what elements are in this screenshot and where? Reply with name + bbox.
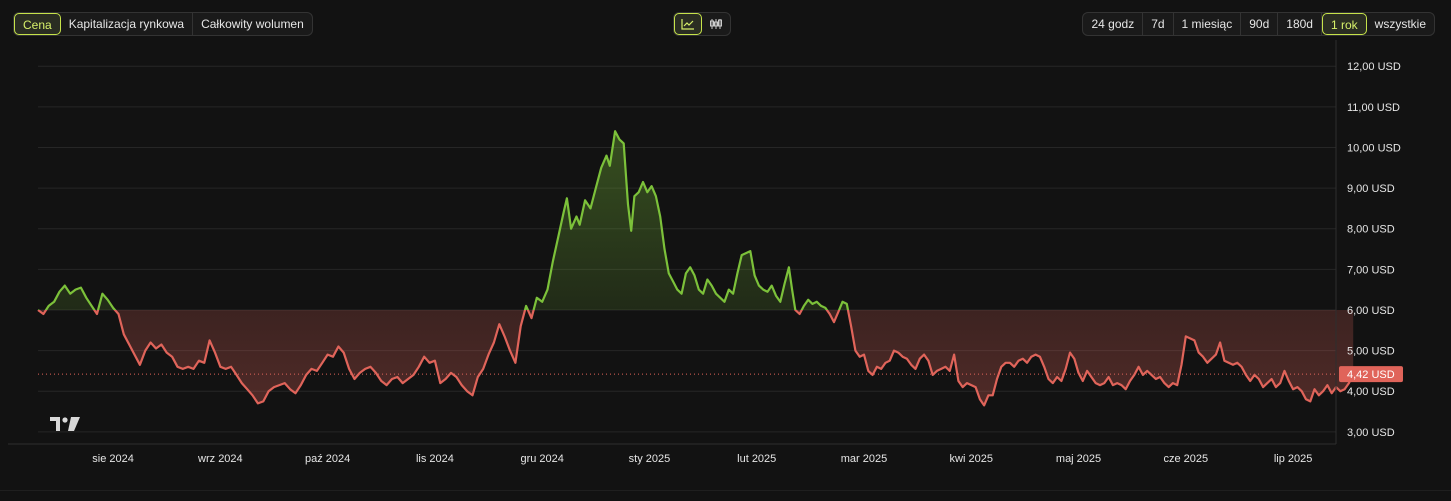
footer-divider [0,490,1451,491]
tab-total-volume[interactable]: Całkowity wolumen [201,17,304,31]
line-chart-icon [681,19,694,30]
candlestick-button[interactable] [702,13,730,35]
area-above-baseline [46,131,848,310]
x-tick-label: lut 2025 [737,453,776,465]
y-tick-label: 12,00 USD [1347,61,1401,73]
x-tick-label: mar 2025 [841,453,887,465]
range-tabs: 24 godz 7d 1 miesiąc 90d 180d 1 rok wszy… [1082,12,1435,36]
x-tick-label: cze 2025 [1163,453,1208,465]
area-below-baseline [38,309,1354,406]
x-tick-label: sty 2025 [629,453,671,465]
y-tick-label: 8,00 USD [1347,224,1395,236]
metric-tabs: Cena Kapitalizacja rynkowa Całkowity wol… [13,12,313,36]
y-tick-label: 7,00 USD [1347,264,1395,276]
range-1y[interactable]: 1 rok [1321,13,1367,35]
candlestick-icon [710,19,722,29]
x-tick-label: kwi 2025 [950,453,993,465]
series-line-up [38,130,850,310]
range-90d[interactable]: 90d [1241,13,1279,35]
tradingview-logo [50,417,80,431]
line-chart-button[interactable] [674,13,702,35]
y-tick-label: 5,00 USD [1347,346,1395,358]
x-tick-label: sie 2024 [92,453,134,465]
grid [38,65,1336,433]
price-line [37,130,1355,407]
tab-price[interactable]: Cena [14,13,61,35]
y-tick-label: 9,00 USD [1347,183,1395,195]
range-180d[interactable]: 180d [1278,13,1322,35]
y-tick-label: 4,00 USD [1347,386,1395,398]
range-7d[interactable]: 7d [1143,13,1174,35]
series-line-down [37,309,1355,407]
x-tick-label: lis 2024 [416,453,454,465]
x-tick-label: wrz 2024 [197,453,243,465]
tab-market-cap[interactable]: Kapitalizacja rynkowa [61,13,194,35]
area-fill [38,131,1354,406]
x-tick-label: maj 2025 [1056,453,1101,465]
range-1m[interactable]: 1 miesiąc [1174,13,1242,35]
current-price-label: 4,42 USD [1347,369,1395,381]
y-tick-label: 6,00 USD [1347,305,1395,317]
y-tick-label: 3,00 USD [1347,427,1395,439]
axes: 12,00 USD 11,00 USD 10,00 USD 9,00 USD 8,00 … [8,40,1403,465]
chart-type-toggle [673,12,731,36]
x-tick-label: gru 2024 [520,453,563,465]
range-24h[interactable]: 24 godz [1083,13,1144,35]
y-tick-label: 10,00 USD [1347,142,1401,154]
y-tick-label: 11,00 USD [1347,102,1400,114]
x-tick-label: lip 2025 [1274,453,1313,465]
current-price-badge [1339,366,1403,383]
x-tick-label: paź 2024 [305,453,350,465]
range-all[interactable]: wszystkie [1374,17,1426,31]
